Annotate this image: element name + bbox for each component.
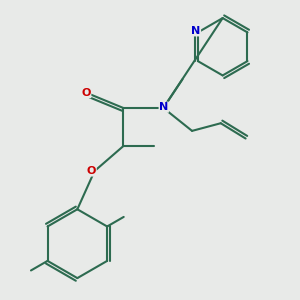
Text: N: N bbox=[191, 26, 200, 36]
Text: O: O bbox=[87, 166, 96, 176]
Text: N: N bbox=[159, 102, 168, 112]
Text: O: O bbox=[82, 88, 91, 98]
